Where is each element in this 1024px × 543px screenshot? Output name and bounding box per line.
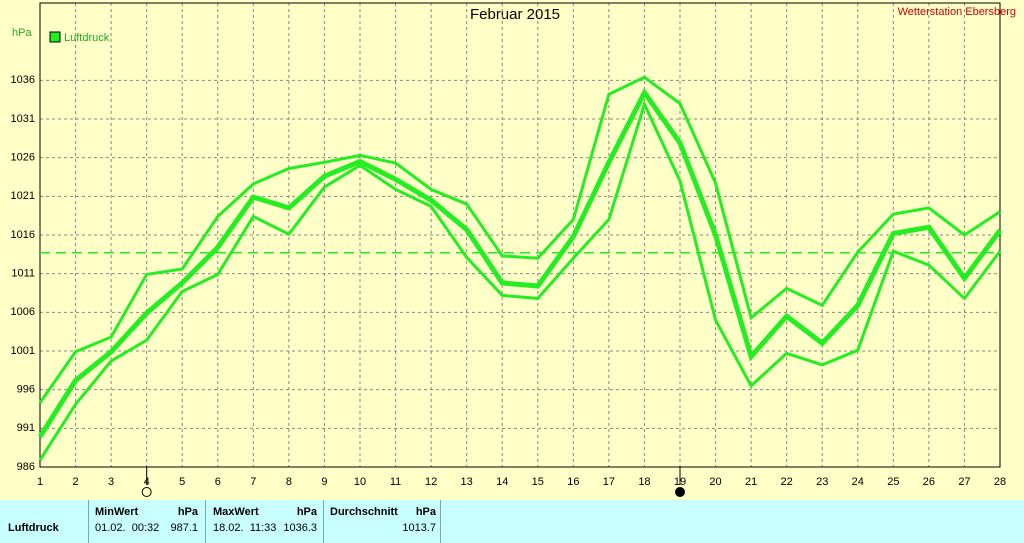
y-tick-label: 1001 xyxy=(11,345,35,357)
pressure-line xyxy=(37,87,1003,439)
table-cell: Durchschnitt xyxy=(330,506,398,518)
legend-swatch xyxy=(49,31,61,43)
x-tick-label: 7 xyxy=(250,476,256,488)
x-tick-label: 16 xyxy=(567,476,579,488)
x-tick-label: 8 xyxy=(286,476,292,488)
y-tick-label: 996 xyxy=(17,384,35,396)
pressure-line xyxy=(38,75,1001,404)
station-name: Wetterstation Ebersberg xyxy=(898,6,1016,18)
table-divider xyxy=(440,500,441,543)
table-cell: Luftdruck xyxy=(8,522,59,534)
x-tick-label: 23 xyxy=(816,476,828,488)
y-tick-label: 1016 xyxy=(11,229,35,241)
x-tick-label: 21 xyxy=(745,476,757,488)
y-tick-label: 991 xyxy=(17,422,35,434)
y-tick-label: 1006 xyxy=(11,306,35,318)
x-tick-label: 9 xyxy=(321,476,327,488)
y-tick-label: 1031 xyxy=(11,113,35,125)
x-tick-label: 28 xyxy=(994,476,1006,488)
x-tick-label: 3 xyxy=(108,476,114,488)
x-tick-label: 14 xyxy=(496,476,508,488)
table-cell: 1013.7 xyxy=(402,522,436,534)
y-unit: hPa xyxy=(12,27,32,39)
moon-icon xyxy=(675,487,685,497)
x-tick-label: 1 xyxy=(37,476,43,488)
chart: Februar 2015 Wetterstation Ebersberg hPa… xyxy=(11,2,1016,497)
x-tick-label: 27 xyxy=(958,476,970,488)
stats-table: MinWert hPa MaxWert hPa Durchschnitt hPa Luftd… xyxy=(0,500,1024,543)
x-tick-label: 25 xyxy=(887,476,899,488)
table-cell: hPa xyxy=(296,506,317,518)
x-tick-label: 24 xyxy=(852,476,864,488)
table-cell: 18.02. 11:33 xyxy=(213,522,277,534)
x-tick-label: 26 xyxy=(923,476,935,488)
table-divider xyxy=(88,500,89,543)
table-cell: 01.02. 00:32 xyxy=(95,522,160,534)
chart-title: Februar 2015 xyxy=(470,6,560,23)
moon-icon xyxy=(141,487,152,497)
x-tick-label: 12 xyxy=(425,476,437,488)
x-tick-label: 6 xyxy=(215,476,221,488)
table-cell: hPa xyxy=(415,506,436,518)
legend-label: Luftdruck xyxy=(64,32,110,44)
x-tick-label: 11 xyxy=(390,476,401,488)
y-tick-label: 1026 xyxy=(11,152,35,164)
x-tick-label: 15 xyxy=(532,476,544,488)
pressure-line xyxy=(38,100,1002,461)
y-tick-label: 1021 xyxy=(11,190,35,202)
x-tick-label: 20 xyxy=(709,476,721,488)
table-cell: hPa xyxy=(177,506,198,518)
x-tick-label: 18 xyxy=(638,476,650,488)
y-tick-label: 986 xyxy=(17,461,35,473)
x-tick-label: 22 xyxy=(781,476,793,488)
x-tick-label: 17 xyxy=(603,476,615,488)
x-tick-label: 5 xyxy=(179,476,185,488)
x-tick-label: 10 xyxy=(354,476,366,488)
y-tick-label: 1036 xyxy=(11,74,35,86)
x-tick-label: 13 xyxy=(461,476,473,488)
table-divider xyxy=(205,500,206,543)
y-tick-label: 1011 xyxy=(11,268,35,280)
table-cell: MaxWert xyxy=(213,506,259,518)
table-cell: 1036.3 xyxy=(283,522,317,534)
table-divider xyxy=(323,500,324,543)
plot-frame xyxy=(39,2,1001,468)
table-cell: MinWert xyxy=(95,506,139,518)
table-cell: 987.1 xyxy=(170,522,198,534)
x-tick-label: 2 xyxy=(72,476,78,488)
